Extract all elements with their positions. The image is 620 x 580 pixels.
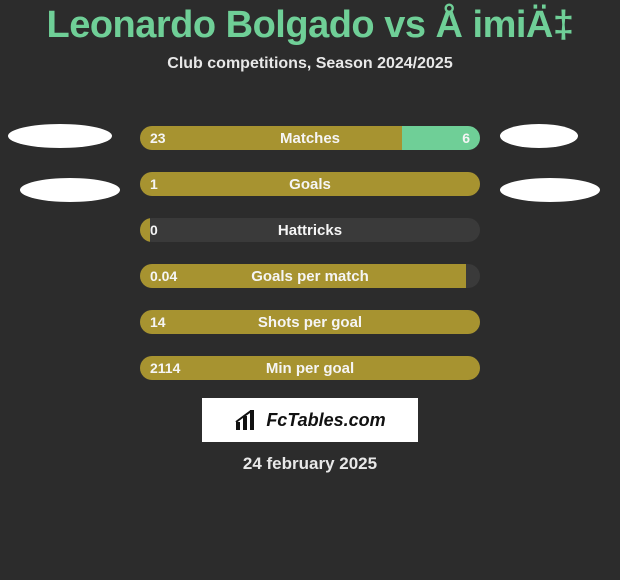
stat-bar-left-value: 0 bbox=[150, 218, 158, 242]
avatar-ellipse bbox=[8, 124, 112, 148]
avatar-ellipse bbox=[500, 178, 600, 202]
avatar-ellipse bbox=[500, 124, 578, 148]
stat-bar-row: Min per goal2114 bbox=[140, 356, 480, 380]
stat-bar-row: Goals per match0.04 bbox=[140, 264, 480, 288]
generation-date: 24 february 2025 bbox=[0, 454, 620, 474]
stat-bar-row: Matches236 bbox=[140, 126, 480, 150]
stat-bar-left-segment bbox=[140, 172, 480, 196]
stat-bar-row: Goals1 bbox=[140, 172, 480, 196]
avatar-ellipse bbox=[20, 178, 120, 202]
comparison-title: Leonardo Bolgado vs Å imiÄ‡ bbox=[0, 0, 620, 47]
stat-bar-right-segment bbox=[402, 126, 480, 150]
comparison-subtitle: Club competitions, Season 2024/2025 bbox=[0, 55, 620, 73]
bars-icon bbox=[234, 410, 260, 430]
stat-bar-left-segment bbox=[140, 218, 150, 242]
stat-bar-left-segment bbox=[140, 356, 480, 380]
logo-text: FcTables.com bbox=[266, 410, 385, 431]
stat-bar-left-segment bbox=[140, 126, 402, 150]
stat-bar-row: Hattricks0 bbox=[140, 218, 480, 242]
stat-bar-left-segment bbox=[140, 310, 480, 334]
stat-bars: Matches236 Goals1 Hattricks0 Goals per matc… bbox=[140, 126, 480, 402]
stat-bar-label: Hattricks bbox=[140, 218, 480, 242]
stat-bar-row: Shots per goal14 bbox=[140, 310, 480, 334]
fctables-logo: FcTables.com bbox=[202, 398, 418, 442]
stat-bar-left-segment bbox=[140, 264, 466, 288]
